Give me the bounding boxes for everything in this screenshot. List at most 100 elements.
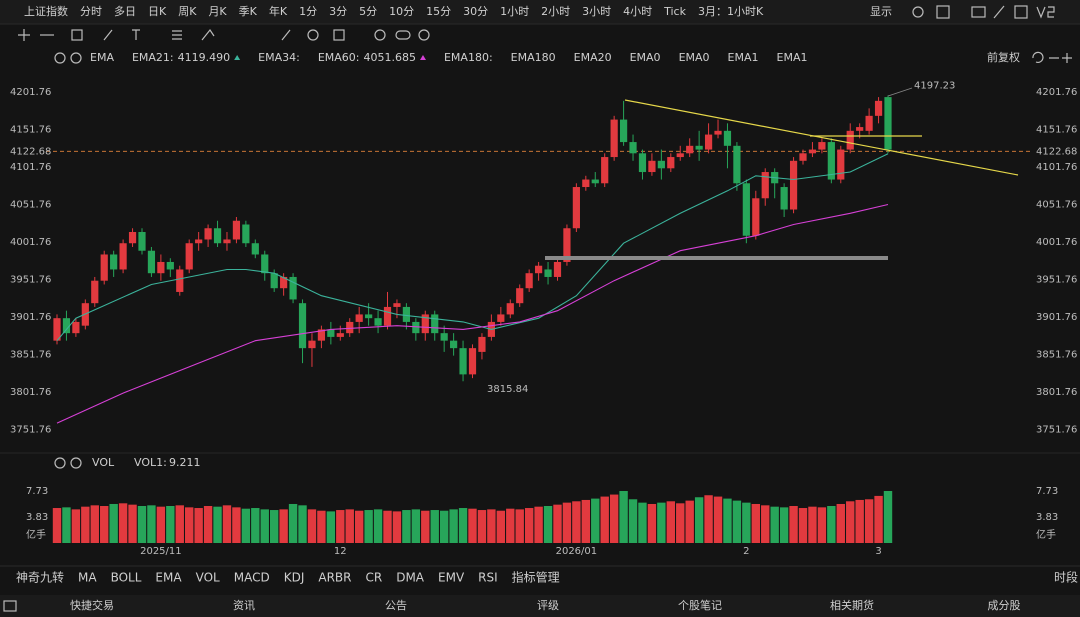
volume-bar (657, 502, 666, 543)
indicator-tab[interactable]: MA (78, 571, 97, 585)
period-tab[interactable]: 3小时 (582, 5, 611, 18)
indicator-tab[interactable]: CR (365, 571, 382, 585)
volume-bar (62, 507, 71, 543)
ema-line (56, 153, 889, 342)
volume-bar (345, 509, 354, 543)
bottom-tab[interactable]: 快捷交易 (70, 598, 114, 612)
period-tab[interactable]: 季K (239, 5, 258, 18)
period-tab[interactable]: 3分 (329, 5, 347, 18)
bottom-tab[interactable]: 成分股 (988, 599, 1021, 612)
icon-vs[interactable] (1036, 6, 1055, 19)
icon-settings[interactable] (54, 457, 66, 469)
period-tab[interactable]: 日K (148, 5, 167, 18)
period-tab[interactable]: Tick (663, 5, 686, 18)
period-tab[interactable]: 多日 (114, 4, 136, 18)
tool-icons[interactable] (3, 5, 1072, 612)
period-tab[interactable]: 3月：1小时K (698, 5, 764, 18)
icon-layout[interactable] (936, 5, 950, 19)
indicator-tab[interactable]: BOLL (111, 571, 142, 585)
bottom-tab[interactable]: 资讯 (233, 599, 255, 612)
indicator-tab[interactable]: RSI (478, 571, 498, 585)
period-tab[interactable]: 10分 (389, 5, 414, 18)
icon-crosshair[interactable] (18, 29, 30, 41)
bottom-tab[interactable]: 个股笔记 (678, 598, 722, 612)
adjust-button[interactable]: 前复权 (987, 50, 1020, 64)
period-tab[interactable]: 年K (269, 4, 288, 18)
icon-lock[interactable] (333, 29, 345, 41)
candle-body (506, 303, 514, 315)
period-tab[interactable]: 1小时 (500, 5, 529, 18)
period-tab[interactable]: 4小时 (623, 5, 652, 18)
bottom-tab[interactable]: 相关期货 (830, 598, 874, 612)
icon-close[interactable] (70, 52, 82, 64)
indicator-tab[interactable]: VOL (196, 571, 220, 585)
indicator-legend[interactable]: EMA (90, 51, 114, 64)
icon-text[interactable] (132, 29, 140, 40)
indicator-tab[interactable]: 指标管理 (512, 570, 560, 585)
icon-settings[interactable] (54, 52, 66, 64)
period-tab[interactable]: 5分 (359, 5, 377, 18)
indicator-legend[interactable]: EMA0 (679, 51, 710, 64)
indicator-legend[interactable]: EMA1 (728, 51, 759, 64)
period-tab[interactable]: 上证指数 (24, 4, 68, 18)
indicator-legend[interactable]: EMA180: (444, 51, 493, 64)
volume-bar (713, 496, 723, 543)
icon-close[interactable] (1014, 5, 1028, 19)
icon-ruler[interactable] (307, 29, 319, 41)
icon-panel[interactable] (3, 600, 17, 612)
candle-body (648, 160, 656, 173)
period-tab[interactable]: 30分 (463, 5, 488, 18)
indicator-legend[interactable]: EMA1 (777, 51, 808, 64)
icon-pen[interactable] (201, 28, 215, 41)
period-tab[interactable]: 2小时 (541, 5, 570, 18)
indicator-tab[interactable]: EMA (155, 571, 182, 585)
indicator-legend[interactable]: EMA0 (630, 51, 661, 64)
icon-camera[interactable] (971, 6, 986, 18)
y-tick-label: 4151.76 (10, 125, 51, 136)
icon-toggle[interactable] (395, 30, 411, 40)
display-menu[interactable]: 显示 (870, 5, 892, 18)
bottom-tab[interactable]: 公告 (385, 599, 407, 612)
period-tab[interactable]: 周K (178, 5, 197, 18)
icon-eye[interactable] (374, 29, 386, 41)
indicator-legend[interactable]: EMA21: (132, 51, 174, 64)
period-tab[interactable]: 15分 (426, 5, 451, 18)
volume-bar (298, 505, 307, 543)
indicator-legend[interactable]: EMA60: (318, 51, 360, 64)
period-tab[interactable]: 分时 (80, 5, 102, 18)
icon-fib[interactable] (172, 30, 182, 40)
volume-bar (81, 506, 90, 543)
marker (234, 55, 241, 60)
indicator-tab[interactable]: 神奇九转 (16, 570, 64, 585)
period-tab[interactable]: 1分 (299, 5, 317, 18)
volume-bar (666, 501, 676, 543)
trend-line[interactable] (624, 99, 1019, 176)
icon-ray[interactable] (103, 29, 113, 41)
icon-gear[interactable] (912, 6, 924, 18)
icon-brush[interactable] (281, 29, 291, 41)
session-tab[interactable]: 时段 (1054, 570, 1078, 585)
indicator-tab[interactable]: MACD (234, 571, 270, 585)
bottom-tab[interactable]: 评级 (537, 599, 559, 612)
icon-rect[interactable] (71, 29, 83, 41)
indicator-legend[interactable]: EMA180 (511, 51, 556, 64)
candle-body (808, 149, 817, 154)
indicator-legend[interactable]: EMA34: (258, 51, 300, 64)
candle-body (525, 273, 533, 289)
volume-bar (581, 499, 591, 543)
icon-settings[interactable] (418, 29, 430, 41)
indicator-tab[interactable]: EMV (438, 571, 465, 585)
candle-body (723, 130, 732, 146)
indicator-legend[interactable]: EMA20 (574, 51, 612, 64)
icon-close[interactable] (70, 457, 82, 469)
icon-draw[interactable] (993, 5, 1005, 19)
icon-row-actions[interactable] (1032, 51, 1072, 63)
indicator-tab[interactable]: KDJ (284, 571, 305, 585)
y-tick-label-right: 4201.76 (1036, 87, 1077, 98)
volume-bar (147, 505, 156, 543)
period-tab[interactable]: 月K (208, 5, 227, 18)
indicator-tab[interactable]: ARBR (318, 571, 351, 585)
bottom-bar-bg (0, 595, 1080, 617)
indicator-tab[interactable]: DMA (396, 571, 425, 585)
volume-bar (383, 510, 392, 543)
